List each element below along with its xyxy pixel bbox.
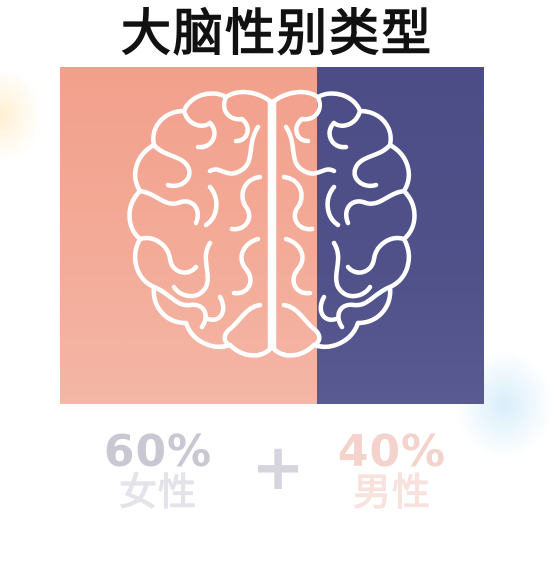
female-percent: 60% <box>103 426 213 477</box>
female-label: 女性 <box>118 470 197 514</box>
brain-panel <box>60 67 484 404</box>
male-half-background <box>317 67 484 404</box>
brain-icon <box>127 89 417 358</box>
decorative-glow-left <box>0 70 40 160</box>
male-percent: 40% <box>337 426 447 477</box>
male-label: 男性 <box>352 470 431 514</box>
page-title: 大脑性别类型 <box>121 4 433 62</box>
plus-sign: + <box>251 431 305 505</box>
